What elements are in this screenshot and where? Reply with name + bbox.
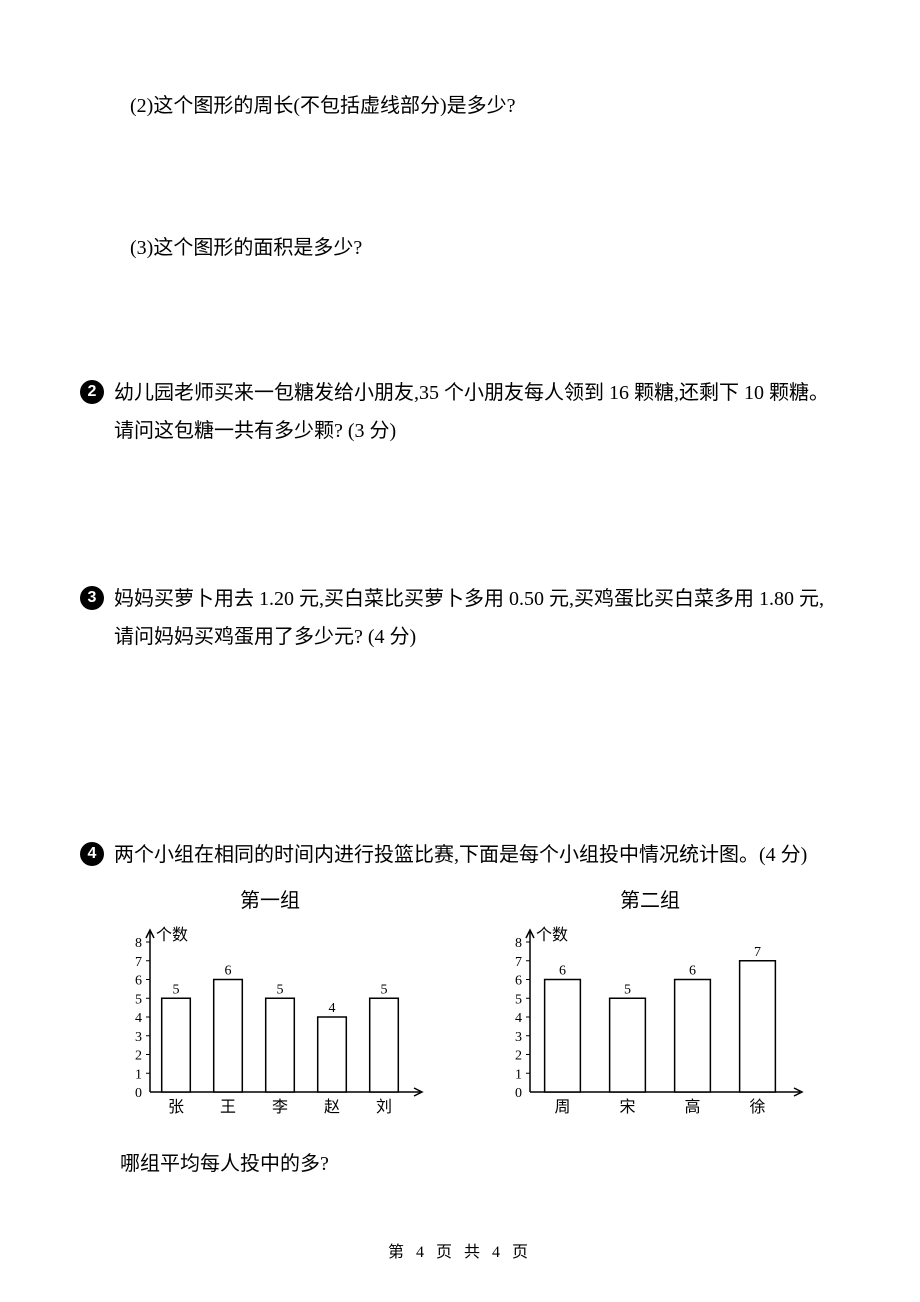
svg-text:6: 6 xyxy=(225,964,232,979)
svg-text:3: 3 xyxy=(515,1030,522,1045)
svg-text:8: 8 xyxy=(515,936,522,951)
sub-question-3: (3)这个图形的面积是多少? xyxy=(130,232,840,264)
sub-question-2: (2)这个图形的周长(不包括虚线部分)是多少? xyxy=(130,90,840,122)
svg-text:2: 2 xyxy=(515,1049,522,1064)
svg-text:赵: 赵 xyxy=(324,1098,340,1116)
question-4-number-icon: 4 xyxy=(80,842,104,866)
svg-text:6: 6 xyxy=(689,964,696,979)
svg-text:徐: 徐 xyxy=(749,1098,765,1116)
svg-text:4: 4 xyxy=(515,1011,522,1026)
svg-text:4: 4 xyxy=(135,1011,142,1026)
svg-text:5: 5 xyxy=(277,982,284,997)
chart-2-title: 第二组 xyxy=(490,884,810,913)
chart-2-svg: 0 1 2 3 4 5 6 7 8 个数 6 周 5 宋 6 高 7 徐 xyxy=(490,917,810,1127)
svg-text:周: 周 xyxy=(554,1099,570,1116)
svg-text:王: 王 xyxy=(220,1099,236,1116)
question-2-text: 幼儿园老师买来一包糖发给小朋友,35 个小朋友每人领到 16 颗糖,还剩下 10… xyxy=(114,374,840,450)
charts-row: 第一组 012345678个数5张6王5李4赵5刘 第二组 012345678个… xyxy=(110,884,840,1127)
svg-text:6: 6 xyxy=(515,974,522,989)
svg-text:0: 0 xyxy=(135,1086,142,1101)
svg-text:2: 2 xyxy=(135,1049,142,1064)
svg-text:7: 7 xyxy=(135,955,142,970)
svg-text:李: 李 xyxy=(272,1098,288,1116)
svg-text:个数: 个数 xyxy=(536,926,568,944)
page-footer: 第 4 页 共 4 页 xyxy=(0,1238,920,1262)
chart-1-svg: 0 1 2 3 4 5 6 7 8 个数 5 张 6 王 5 李 4 赵 5 刘 xyxy=(110,917,430,1127)
svg-text:4: 4 xyxy=(329,1001,336,1016)
svg-text:5: 5 xyxy=(173,982,180,997)
svg-text:3: 3 xyxy=(135,1030,142,1045)
svg-text:宋: 宋 xyxy=(619,1098,635,1116)
svg-text:1: 1 xyxy=(515,1067,522,1082)
question-3: 3 妈妈买萝卜用去 1.20 元,买白菜比买萝卜多用 0.50 元,买鸡蛋比买白… xyxy=(80,580,840,656)
svg-text:1: 1 xyxy=(135,1067,142,1082)
question-2-number-icon: 2 xyxy=(80,380,104,404)
svg-text:刘: 刘 xyxy=(376,1098,392,1116)
question-4-follow: 哪组平均每人投中的多? xyxy=(120,1147,840,1176)
chart-2-block: 第二组 0 1 2 3 4 5 6 7 8 个数 6 周 5 宋 6 高 7 徐 xyxy=(490,884,810,1127)
svg-text:张: 张 xyxy=(168,1098,184,1116)
svg-text:8: 8 xyxy=(135,936,142,951)
svg-text:高: 高 xyxy=(684,1098,700,1116)
question-2: 2 幼儿园老师买来一包糖发给小朋友,35 个小朋友每人领到 16 颗糖,还剩下 … xyxy=(80,374,840,450)
question-3-text: 妈妈买萝卜用去 1.20 元,买白菜比买萝卜多用 0.50 元,买鸡蛋比买白菜多… xyxy=(114,580,840,656)
svg-text:5: 5 xyxy=(135,992,142,1007)
svg-text:7: 7 xyxy=(754,945,761,960)
question-3-number-icon: 3 xyxy=(80,586,104,610)
svg-text:5: 5 xyxy=(515,992,522,1007)
svg-text:6: 6 xyxy=(559,964,566,979)
svg-text:0: 0 xyxy=(515,1086,522,1101)
question-4: 4 两个小组在相同的时间内进行投篮比赛,下面是每个小组投中情况统计图。(4 分) xyxy=(80,836,840,874)
svg-text:个数: 个数 xyxy=(156,926,188,944)
chart-1-block: 第一组 0 1 2 3 4 5 6 7 8 个数 5 张 6 王 5 李 4 赵 5 刘 xyxy=(110,884,430,1127)
svg-text:7: 7 xyxy=(515,955,522,970)
svg-text:5: 5 xyxy=(381,982,388,997)
svg-text:6: 6 xyxy=(135,974,142,989)
chart-1-title: 第一组 xyxy=(110,884,430,913)
svg-text:5: 5 xyxy=(624,982,631,997)
question-4-text: 两个小组在相同的时间内进行投篮比赛,下面是每个小组投中情况统计图。(4 分) xyxy=(114,836,840,874)
